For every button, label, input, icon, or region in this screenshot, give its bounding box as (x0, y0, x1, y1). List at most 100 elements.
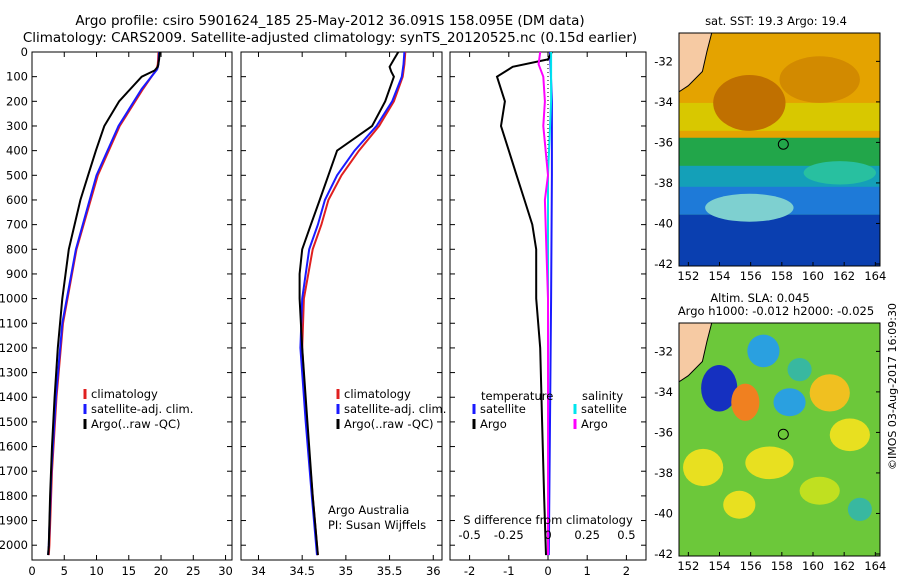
secondary-tick-label: -0.25 (494, 528, 524, 542)
sst-cool-filament (705, 193, 794, 222)
sst-map (678, 32, 881, 267)
sst-warm-patch (779, 56, 860, 103)
sla-anomaly (701, 364, 738, 412)
secondary-tick-label: 0.25 (574, 528, 600, 542)
series-line-1-3 (47, 51, 161, 556)
y-tick-label: 0 (21, 45, 28, 59)
y-tick-label: 700 (6, 218, 28, 232)
sst-cool-patch (803, 161, 876, 185)
sst-warm-eddy (713, 74, 786, 131)
map-y-tick-label: -36 (654, 425, 673, 439)
y-tick-label: 300 (6, 119, 28, 133)
map-y-tick-label: -36 (654, 135, 673, 149)
y-tick-label: 200 (6, 94, 28, 108)
legend-label: Argo(..raw -QC) (344, 417, 434, 431)
x-tick-label: 35.5 (377, 564, 403, 578)
map-x-tick-label: 154 (709, 559, 731, 573)
x-tick-label: -1 (503, 564, 514, 578)
x-tick-label: 1 (584, 564, 591, 578)
secondary-tick-label: 0 (544, 528, 551, 542)
legend-label: satellite (581, 402, 627, 416)
pi-label: PI: Susan Wijffels (328, 518, 426, 532)
legend-group-title: salinity (582, 389, 623, 403)
profile-location-marker (777, 138, 789, 150)
map-x-tick-label: 154 (709, 269, 731, 283)
sla-map (678, 322, 881, 557)
x-tick-label: 34.5 (289, 564, 315, 578)
y-tick-label: 1200 (0, 341, 28, 355)
legend-group-title: temperature (481, 389, 553, 403)
x-tick-label: 5 (61, 564, 68, 578)
map-y-tick-label: -42 (654, 257, 673, 271)
sla-anomaly (809, 374, 850, 412)
map-frame (678, 32, 881, 267)
x-tick-label: -2 (464, 564, 475, 578)
sla-anomaly (799, 476, 840, 505)
x-tick-label: 10 (89, 564, 104, 578)
y-tick-label: 1400 (0, 390, 28, 404)
sla-anomaly (773, 388, 806, 417)
legend-label: Argo (581, 417, 608, 431)
land-mass (679, 33, 713, 93)
sla-anomaly (747, 334, 780, 368)
imos-credit: ©IMOS 03-Aug-2017 16:09:30 (886, 303, 899, 470)
y-tick-label: 100 (6, 70, 28, 84)
series-line-2-2 (299, 51, 406, 556)
y-tick-label: 1900 (0, 514, 28, 528)
title-line-1: Argo profile: csiro 5901624_185 25-May-2… (75, 13, 585, 29)
series-line-3-4 (537, 51, 550, 556)
y-tick-label: 800 (6, 242, 28, 256)
secondary-tick-label: -0.5 (458, 528, 480, 542)
map-x-tick-label: 160 (802, 559, 824, 573)
sla-anomaly (745, 446, 794, 480)
y-tick-label: 900 (6, 267, 28, 281)
map-frame (678, 322, 881, 557)
map-y-tick-label: -38 (654, 466, 673, 480)
institution-label: Argo Australia (328, 503, 409, 517)
map-y-tick-label: -34 (654, 385, 673, 399)
map-x-tick-label: 164 (864, 269, 886, 283)
profile-location-marker (777, 428, 789, 440)
map-x-tick-label: 162 (833, 269, 855, 283)
y-tick-label: 1600 (0, 440, 28, 454)
legend-label: Argo (480, 417, 507, 431)
y-tick-label: 1700 (0, 464, 28, 478)
legend-label: climatology (91, 387, 158, 401)
map-y-tick-label: -32 (654, 344, 673, 358)
sla-map-title-2: Argo h1000: -0.012 h2000: -0.025 (678, 304, 874, 318)
legend-label: satellite-adj. clim. (91, 402, 193, 416)
y-tick-label: 1300 (0, 366, 28, 380)
map-x-tick-label: 156 (740, 269, 762, 283)
x-tick-label: 15 (121, 564, 136, 578)
legend-label: climatology (344, 387, 411, 401)
y-tick-label: 600 (6, 193, 28, 207)
map-x-tick-label: 160 (802, 269, 824, 283)
y-tick-label: 1800 (0, 489, 28, 503)
secondary-axis-label: S difference from climatology (463, 513, 633, 527)
map-y-tick-label: -40 (654, 506, 673, 520)
sla-anomaly (731, 383, 760, 421)
map-y-tick-label: -40 (654, 216, 673, 230)
map-x-tick-label: 152 (677, 269, 699, 283)
map-x-tick-label: 164 (864, 559, 886, 573)
map-x-tick-label: 158 (771, 559, 793, 573)
map-y-tick-label: -42 (654, 547, 673, 561)
sla-anomaly (723, 490, 756, 519)
map-x-tick-label: 162 (833, 559, 855, 573)
land-mass (679, 323, 713, 383)
map-x-tick-label: 158 (771, 269, 793, 283)
sla-anomaly (829, 418, 870, 452)
sst-map-title: sat. SST: 19.3 Argo: 19.4 (705, 14, 847, 28)
y-tick-label: 1500 (0, 415, 28, 429)
title-line-2: Climatology: CARS2009. Satellite-adjuste… (22, 30, 638, 46)
secondary-tick-label: 0.5 (617, 528, 635, 542)
x-tick-label: 34 (251, 564, 266, 578)
map-x-tick-label: 152 (677, 559, 699, 573)
y-tick-label: 500 (6, 168, 28, 182)
y-tick-label: 1100 (0, 316, 28, 330)
x-tick-label: 0 (28, 564, 35, 578)
sla-anomaly (683, 448, 724, 487)
x-tick-label: 25 (186, 564, 201, 578)
map-y-tick-label: -32 (654, 54, 673, 68)
